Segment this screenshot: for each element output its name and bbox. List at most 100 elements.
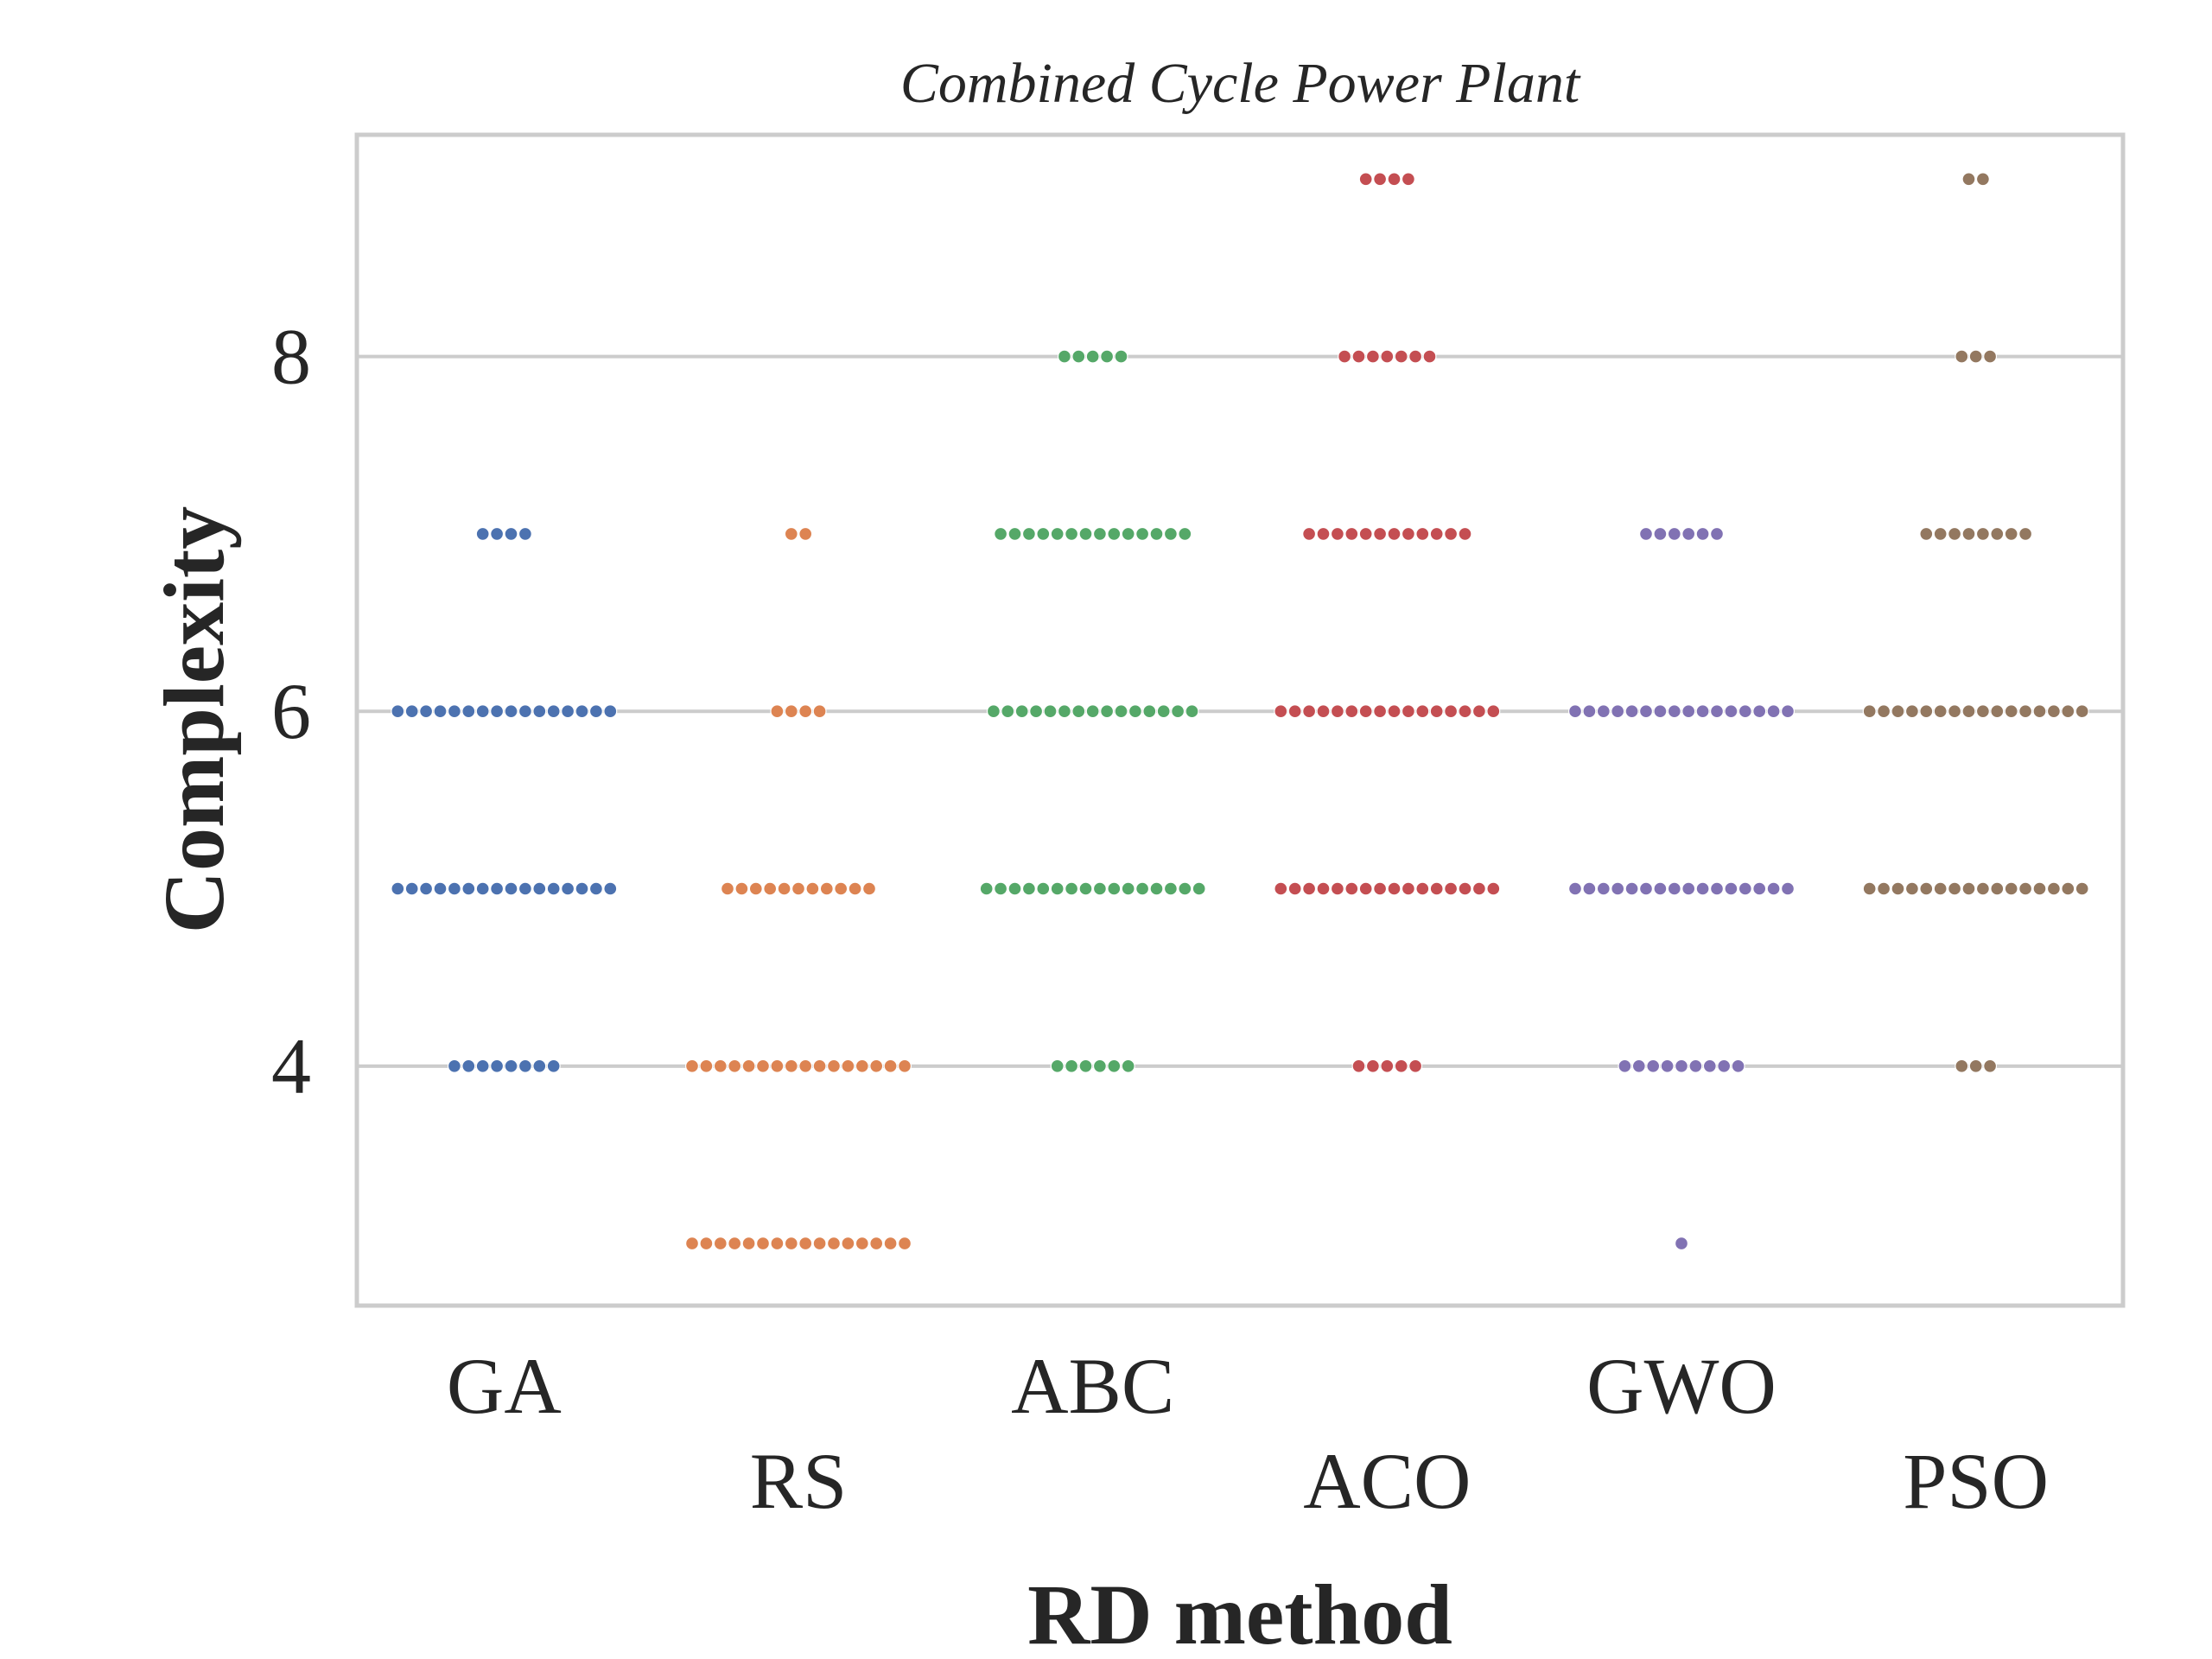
data-point: [1429, 704, 1444, 719]
data-point: [1057, 704, 1071, 719]
data-point: [1036, 526, 1051, 541]
data-point: [1021, 526, 1036, 541]
data-point: [869, 1058, 884, 1073]
data-point: [1990, 704, 2005, 719]
data-point: [1429, 526, 1444, 541]
data-point: [1107, 881, 1122, 896]
data-point: [518, 1058, 532, 1073]
data-point: [1567, 881, 1582, 896]
data-point: [798, 1236, 813, 1251]
data-point: [1975, 704, 1990, 719]
data-point: [2046, 881, 2061, 896]
data-point: [869, 1236, 884, 1251]
data-point: [994, 526, 1008, 541]
data-point: [784, 704, 798, 719]
x-tick-label-abc: ABC: [1011, 1342, 1174, 1430]
data-point: [897, 1236, 912, 1251]
data-point: [490, 704, 505, 719]
y-axis-label: Complexity: [146, 506, 242, 933]
data-point: [1891, 704, 1905, 719]
data-point: [1877, 704, 1891, 719]
data-point: [1287, 704, 1302, 719]
data-point: [1274, 704, 1288, 719]
data-point: [447, 881, 461, 896]
data-point: [855, 1236, 869, 1251]
data-point: [1618, 1058, 1632, 1073]
data-point: [1948, 881, 1962, 896]
data-point: [2061, 881, 2075, 896]
data-point: [1738, 704, 1752, 719]
data-point: [561, 881, 575, 896]
data-point: [1724, 881, 1738, 896]
data-point: [1135, 881, 1150, 896]
data-point: [1891, 881, 1905, 896]
data-point: [1444, 704, 1459, 719]
plot-frame: [354, 132, 2126, 1308]
data-point: [1638, 526, 1653, 541]
data-point: [1287, 881, 1302, 896]
data-point: [1990, 526, 2005, 541]
x-tick-label-aco: ACO: [1303, 1437, 1471, 1525]
data-point: [770, 1236, 785, 1251]
data-point: [1738, 881, 1752, 896]
y-tick-label: 4: [271, 1022, 311, 1110]
data-point: [1121, 1058, 1135, 1073]
data-point: [699, 1058, 714, 1073]
series-aco: [1274, 172, 1501, 1073]
data-point: [1121, 881, 1135, 896]
data-point: [684, 1058, 699, 1073]
data-point: [1036, 881, 1051, 896]
data-point: [1142, 704, 1157, 719]
data-point: [1001, 704, 1015, 719]
data-point: [1975, 172, 1990, 187]
data-point: [883, 1236, 898, 1251]
data-point: [1919, 881, 1934, 896]
data-point: [1961, 172, 1976, 187]
data-point: [1709, 881, 1724, 896]
data-point: [1387, 526, 1402, 541]
data-point: [588, 881, 603, 896]
x-axis-label: RD method: [1027, 1567, 1452, 1659]
data-point: [897, 1058, 912, 1073]
data-point: [1163, 881, 1178, 896]
data-point: [1486, 881, 1501, 896]
data-point: [518, 526, 532, 541]
data-point: [391, 881, 405, 896]
data-point: [1344, 704, 1359, 719]
data-point: [1638, 704, 1653, 719]
data-point: [588, 704, 603, 719]
data-point: [1338, 349, 1352, 364]
data-point: [2075, 704, 2089, 719]
data-point: [755, 1058, 770, 1073]
data-point: [1681, 881, 1696, 896]
data-point: [1007, 526, 1022, 541]
y-tick-labels: 4 6 8: [271, 313, 311, 1110]
data-point: [1171, 704, 1185, 719]
data-point: [713, 1236, 728, 1251]
data-point: [1933, 526, 1948, 541]
data-point: [748, 881, 763, 896]
data-point: [777, 881, 791, 896]
data-point: [1781, 881, 1796, 896]
data-point: [841, 1058, 855, 1073]
data-point: [1092, 1058, 1107, 1073]
data-point: [1401, 704, 1415, 719]
data-point: [1444, 881, 1459, 896]
data-point: [1724, 704, 1738, 719]
data-point: [1904, 704, 1919, 719]
data-point: [447, 704, 461, 719]
data-point: [1933, 881, 1948, 896]
data-point: [603, 881, 618, 896]
data-point: [1100, 349, 1115, 364]
data-point: [1057, 349, 1071, 364]
data-point: [1163, 526, 1178, 541]
series-ga: [391, 526, 618, 1073]
data-point: [1415, 526, 1430, 541]
data-point: [1624, 704, 1639, 719]
data-point: [1766, 704, 1781, 719]
data-point: [1344, 526, 1359, 541]
data-point: [734, 881, 749, 896]
data-point: [1192, 881, 1206, 896]
data-point: [1092, 526, 1107, 541]
data-point: [1709, 526, 1724, 541]
